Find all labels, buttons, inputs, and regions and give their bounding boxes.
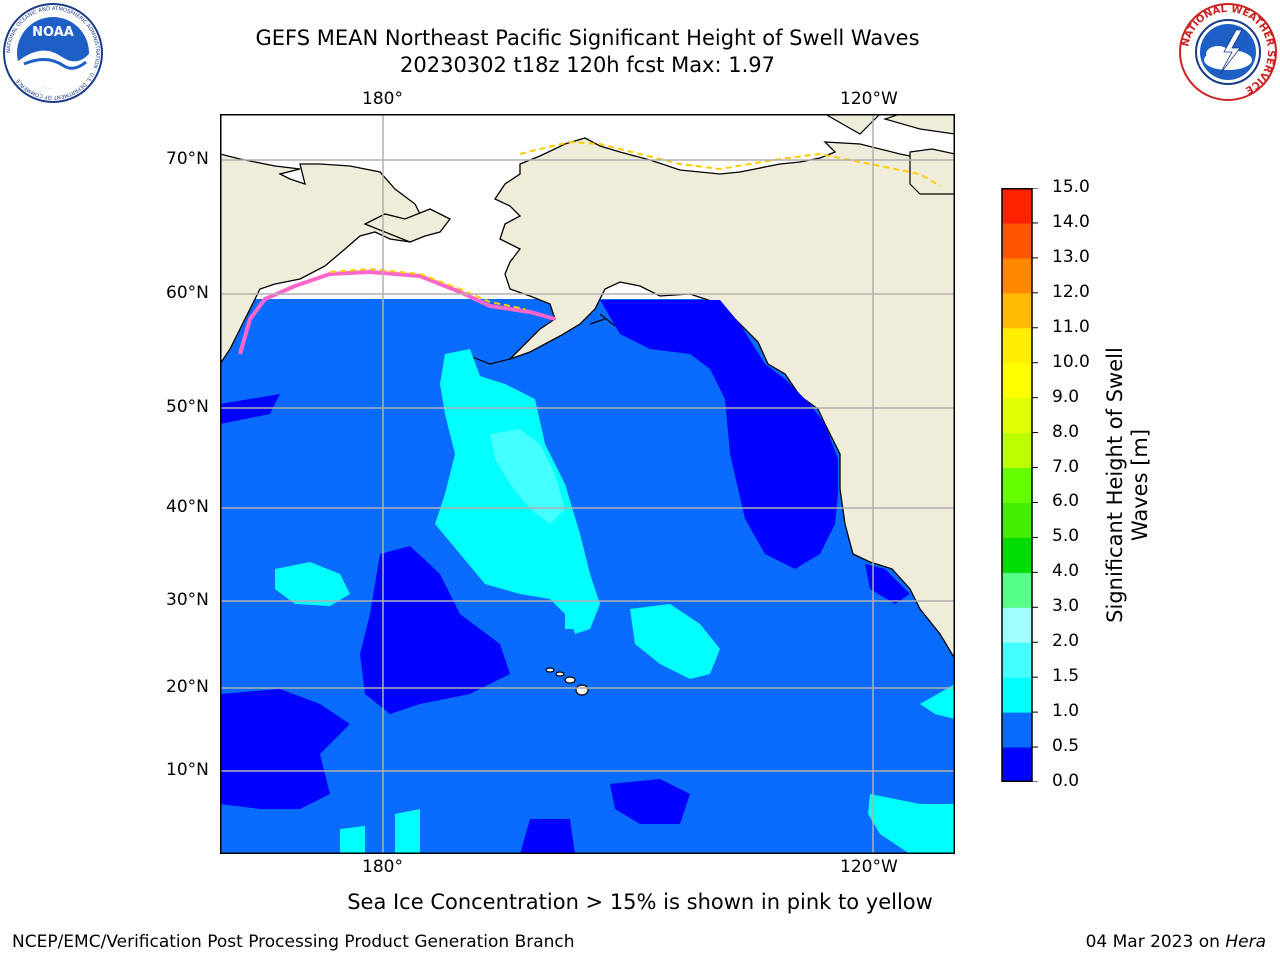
chart-subtitle: 20230302 t18z 120h fcst Max: 1.97 — [400, 53, 775, 77]
lat-label-50n: 50°N — [166, 397, 209, 417]
chart-title: GEFS MEAN Northeast Pacific Significant … — [255, 26, 920, 50]
footer-host: Hera — [1225, 932, 1266, 952]
colorbar-segment — [1002, 712, 1032, 748]
lon-label-top-180: 180° — [362, 89, 403, 109]
colorbar-tick-label: 14.0 — [1052, 211, 1090, 232]
colorbar-segment — [1002, 502, 1032, 538]
colorbar — [1001, 188, 1038, 782]
noaa-logo: NOAA NATIONAL OCEANIC AND ATMOSPHERIC AD… — [3, 3, 103, 103]
colorbar-tick-label: 10.0 — [1052, 351, 1090, 372]
colorbar-segment — [1002, 327, 1032, 364]
colorbar-tick-label: 6.0 — [1052, 491, 1080, 512]
noaa-logo-text: NOAA — [32, 25, 74, 40]
swell-0-0.5-regions — [220, 300, 910, 854]
colorbar-tick-label: 3.0 — [1052, 596, 1080, 617]
graticule — [220, 114, 955, 854]
lat-label-10n: 10°N — [166, 760, 209, 780]
colorbar-label: Significant Height of Swell Waves [m] — [1103, 305, 1153, 665]
aleutian-islands — [464, 313, 616, 365]
swell-1.5-2.0-region — [490, 429, 565, 524]
colorbar-segment — [1002, 572, 1032, 608]
lat-label-20n: 20°N — [166, 677, 209, 697]
colorbar-tick-label: 0.5 — [1052, 736, 1080, 757]
colorbar-segment — [1002, 642, 1032, 678]
colorbar-segment — [1002, 188, 1032, 224]
colorbar-tick-label: 1.0 — [1052, 701, 1080, 722]
colorbar-segment — [1002, 537, 1032, 573]
lon-label-top-120w: 120°W — [840, 89, 898, 109]
colorbar-tick-label: 7.0 — [1052, 456, 1080, 477]
lat-label-60n: 60°N — [166, 283, 209, 303]
colorbar-segment — [1002, 747, 1032, 782]
colorbar-tick-label: 9.0 — [1052, 386, 1080, 407]
colorbar-frame — [1001, 188, 1033, 782]
lat-label-40n: 40°N — [166, 497, 209, 517]
colorbar-segment — [1002, 607, 1032, 643]
map-frame — [220, 114, 955, 854]
map-panel — [220, 114, 955, 854]
colorbar-tick-label: 5.0 — [1052, 526, 1080, 547]
colorbar-tick-label: 2.0 — [1052, 631, 1080, 652]
colorbar-label-line2: Waves [m] — [1128, 428, 1152, 542]
colorbar-tick-label: 4.0 — [1052, 561, 1080, 582]
colorbar-tick-label: 15.0 — [1052, 177, 1090, 197]
colorbar-tick-label: 12.0 — [1052, 281, 1090, 302]
chukotka-land — [363, 208, 451, 243]
colorbar-tick-label: 0.0 — [1052, 771, 1080, 791]
footer-credit: NCEP/EMC/Verification Post Processing Pr… — [12, 932, 575, 952]
lon-label-bottom-120w: 120°W — [840, 857, 898, 877]
colorbar-segment — [1002, 432, 1032, 469]
sea-ice-note: Sea Ice Concentration > 15% is shown in … — [0, 890, 1280, 914]
sea-ice-fringe — [238, 269, 556, 355]
footer-date-text: 04 Mar 2023 on — [1085, 932, 1226, 952]
colorbar-segment — [1002, 292, 1032, 329]
nws-logo: NATIONAL WEATHER SERVICE — [1179, 3, 1277, 101]
colorbar-segment — [1002, 362, 1032, 399]
colorbar-tick-label: 1.5 — [1052, 666, 1080, 687]
lat-label-30n: 30°N — [166, 590, 209, 610]
lat-label-70n: 70°N — [166, 149, 209, 169]
colorbar-tick-label: 11.0 — [1052, 316, 1090, 337]
colorbar-tick-label: 13.0 — [1052, 246, 1090, 267]
colorbar-segment — [1002, 257, 1032, 294]
colorbar-segment — [1002, 222, 1032, 259]
colorbar-tick-label: 8.0 — [1052, 421, 1080, 442]
colorbar-segment — [1002, 677, 1032, 713]
colorbar-segment — [1002, 467, 1032, 503]
colorbar-label-line1: Significant Height of Swell — [1103, 347, 1127, 623]
sea-ice-note-text: Sea Ice Concentration > 15% is shown in … — [347, 890, 933, 914]
lon-label-bottom-180: 180° — [362, 857, 403, 877]
colorbar-segment — [1002, 397, 1032, 434]
sea-ice-fringe-yellow — [329, 140, 941, 310]
footer-date: 04 Mar 2023 on Hera — [1086, 932, 1266, 952]
